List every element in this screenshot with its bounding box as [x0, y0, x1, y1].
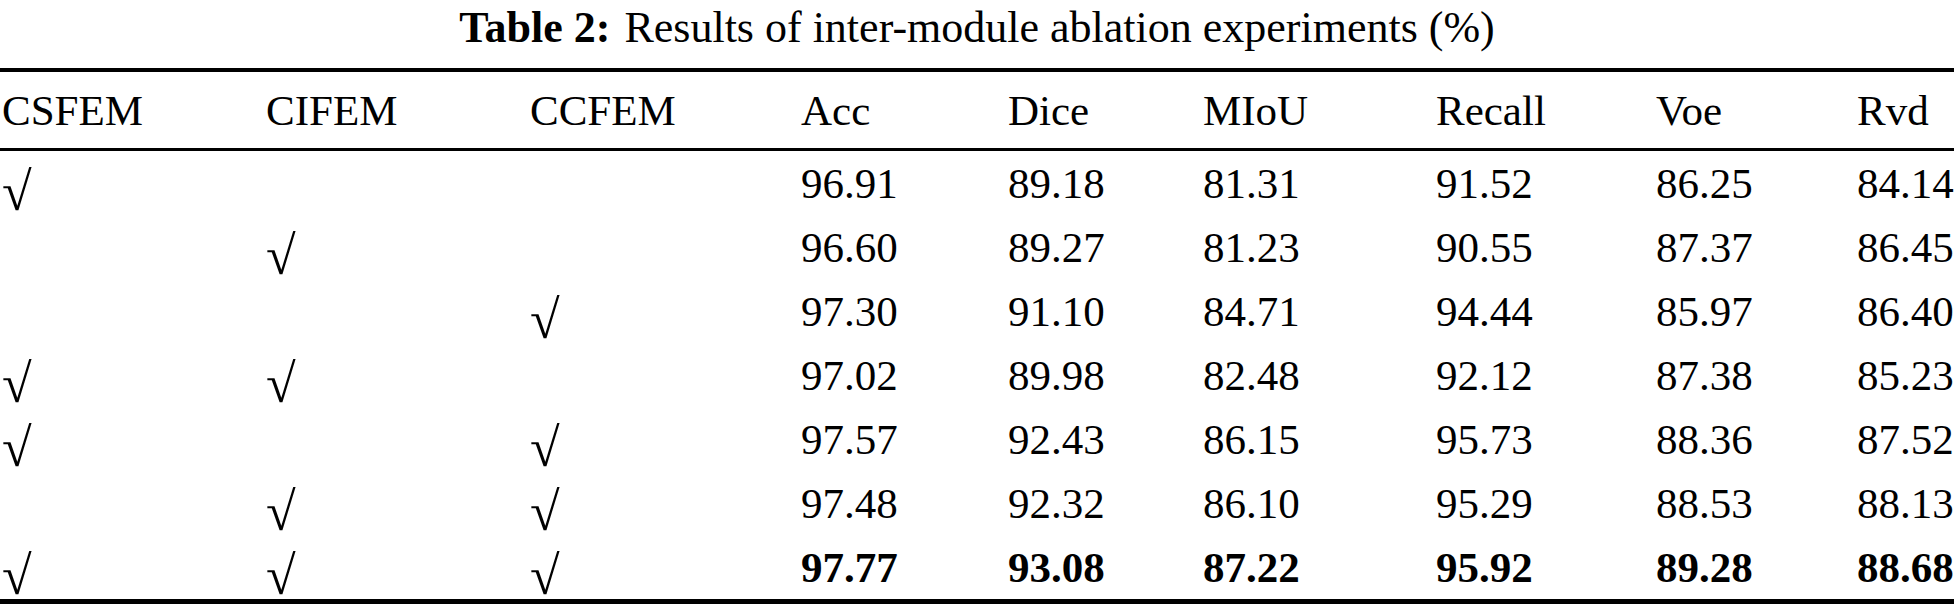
column-header-csfem: CSFEM: [0, 70, 264, 150]
value-cell: 85.97: [1654, 279, 1855, 343]
column-header-acc: Acc: [799, 70, 1006, 150]
checkmark-cell: √: [0, 535, 264, 602]
table-caption-label: Table 2:: [459, 3, 610, 52]
value-cell: 87.38: [1654, 343, 1855, 407]
value-cell: 89.27: [1006, 215, 1201, 279]
checkmark-cell: [528, 150, 799, 216]
checkmark-cell: [264, 407, 528, 471]
column-header-ccfem: CCFEM: [528, 70, 799, 150]
checkmark-cell: [0, 279, 264, 343]
checkmark-cell: [0, 471, 264, 535]
value-cell: 97.02: [799, 343, 1006, 407]
column-header-cifem: CIFEM: [264, 70, 528, 150]
value-cell: 84.14: [1855, 150, 1954, 216]
column-header-voe: Voe: [1654, 70, 1855, 150]
value-cell: 86.45: [1855, 215, 1954, 279]
value-cell: 92.43: [1006, 407, 1201, 471]
checkmark-cell: [528, 343, 799, 407]
value-cell: 89.98: [1006, 343, 1201, 407]
value-cell: 89.28: [1654, 535, 1855, 602]
value-cell: 87.22: [1201, 535, 1434, 602]
checkmark-cell: √: [0, 407, 264, 471]
value-cell: 96.91: [799, 150, 1006, 216]
column-header-dice: Dice: [1006, 70, 1201, 150]
value-cell: 96.60: [799, 215, 1006, 279]
checkmark-cell: [264, 150, 528, 216]
table-row: √ 96.91 89.18 81.31 91.52 86.25 84.14: [0, 150, 1954, 216]
table-row-best: √ √ √ 97.77 93.08 87.22 95.92 89.28 88.6…: [0, 535, 1954, 602]
table-row: √ 97.30 91.10 84.71 94.44 85.97 86.40: [0, 279, 1954, 343]
table-row: √ √ 97.57 92.43 86.15 95.73 88.36 87.52: [0, 407, 1954, 471]
value-cell: 97.77: [799, 535, 1006, 602]
value-cell: 93.08: [1006, 535, 1201, 602]
checkmark-cell: √: [264, 215, 528, 279]
value-cell: 91.52: [1434, 150, 1654, 216]
value-cell: 88.13: [1855, 471, 1954, 535]
value-cell: 88.53: [1654, 471, 1855, 535]
value-cell: 86.40: [1855, 279, 1954, 343]
checkmark-cell: √: [0, 150, 264, 216]
table-row: √ √ 97.02 89.98 82.48 92.12 87.38 85.23: [0, 343, 1954, 407]
checkmark-cell: √: [264, 343, 528, 407]
value-cell: 87.52: [1855, 407, 1954, 471]
column-header-miou: MIoU: [1201, 70, 1434, 150]
value-cell: 88.68: [1855, 535, 1954, 602]
value-cell: 97.30: [799, 279, 1006, 343]
ablation-results-table: CSFEM CIFEM CCFEM Acc Dice MIoU Recall V…: [0, 68, 1954, 604]
value-cell: 81.23: [1201, 215, 1434, 279]
column-header-rvd: Rvd: [1855, 70, 1954, 150]
checkmark-cell: [528, 215, 799, 279]
value-cell: 87.37: [1654, 215, 1855, 279]
value-cell: 81.31: [1201, 150, 1434, 216]
checkmark-cell: [0, 215, 264, 279]
value-cell: 90.55: [1434, 215, 1654, 279]
value-cell: 95.73: [1434, 407, 1654, 471]
header-row: CSFEM CIFEM CCFEM Acc Dice MIoU Recall V…: [0, 70, 1954, 150]
value-cell: 82.48: [1201, 343, 1434, 407]
value-cell: 84.71: [1201, 279, 1434, 343]
checkmark-cell: √: [528, 471, 799, 535]
value-cell: 88.36: [1654, 407, 1855, 471]
value-cell: 92.12: [1434, 343, 1654, 407]
table-row: √ 96.60 89.27 81.23 90.55 87.37 86.45: [0, 215, 1954, 279]
table-caption: Table 2: Results of inter-module ablation…: [0, 0, 1954, 52]
table-caption-text: Results of inter-module ablation experim…: [624, 3, 1494, 52]
value-cell: 94.44: [1434, 279, 1654, 343]
value-cell: 89.18: [1006, 150, 1201, 216]
value-cell: 86.25: [1654, 150, 1855, 216]
value-cell: 95.92: [1434, 535, 1654, 602]
checkmark-cell: [264, 279, 528, 343]
checkmark-cell: √: [0, 343, 264, 407]
value-cell: 86.10: [1201, 471, 1434, 535]
paper-table-figure: Table 2: Results of inter-module ablation…: [0, 0, 1954, 612]
value-cell: 85.23: [1855, 343, 1954, 407]
value-cell: 97.57: [799, 407, 1006, 471]
checkmark-cell: √: [264, 471, 528, 535]
value-cell: 91.10: [1006, 279, 1201, 343]
checkmark-cell: √: [264, 535, 528, 602]
value-cell: 97.48: [799, 471, 1006, 535]
value-cell: 86.15: [1201, 407, 1434, 471]
column-header-recall: Recall: [1434, 70, 1654, 150]
checkmark-cell: √: [528, 279, 799, 343]
value-cell: 92.32: [1006, 471, 1201, 535]
value-cell: 95.29: [1434, 471, 1654, 535]
table-row: √ √ 97.48 92.32 86.10 95.29 88.53 88.13: [0, 471, 1954, 535]
checkmark-cell: √: [528, 407, 799, 471]
checkmark-cell: √: [528, 535, 799, 602]
